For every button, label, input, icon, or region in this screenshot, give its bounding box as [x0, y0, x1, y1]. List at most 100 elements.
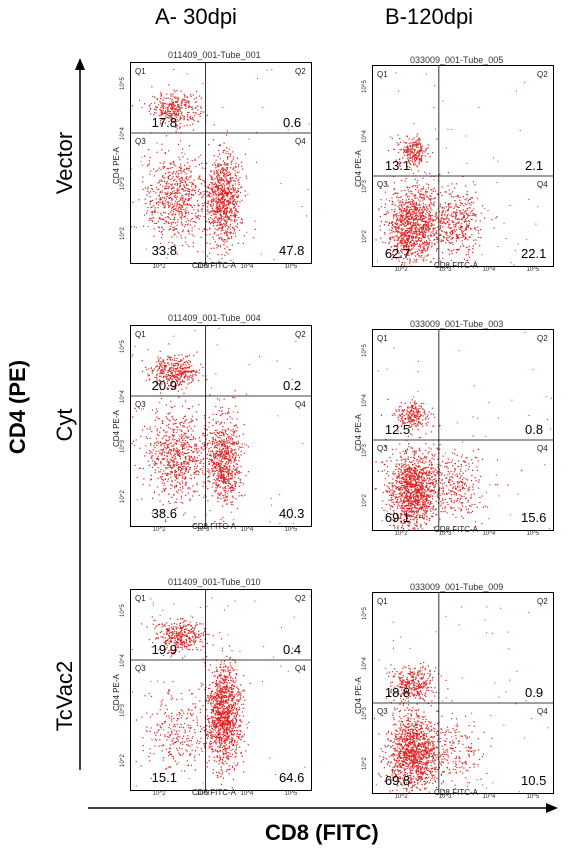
event-dot	[230, 167, 232, 169]
event-dot	[202, 458, 204, 460]
event-dot	[154, 447, 156, 449]
event-dot	[223, 169, 225, 172]
event-dot	[461, 213, 463, 215]
event-dot	[393, 211, 395, 213]
event-dot	[439, 260, 441, 262]
event-dot	[428, 244, 430, 246]
event-dot	[175, 108, 177, 110]
event-dot	[396, 248, 398, 250]
event-dot	[455, 213, 457, 215]
event-dot	[210, 189, 213, 191]
event-dot	[213, 458, 215, 460]
event-dot	[181, 359, 183, 361]
event-dot	[191, 370, 193, 372]
event-dot	[150, 478, 152, 480]
event-dot	[229, 231, 232, 233]
event-dot	[401, 261, 403, 264]
event-dot	[196, 90, 198, 92]
event-dot	[475, 229, 477, 231]
event-dot	[169, 464, 171, 466]
event-dot	[425, 240, 427, 242]
event-dot	[405, 249, 408, 251]
event-dot	[238, 183, 240, 186]
event-dot	[234, 215, 237, 217]
event-dot	[161, 192, 163, 194]
event-dot	[167, 357, 169, 359]
event-dot	[423, 242, 425, 244]
event-dot	[180, 458, 182, 460]
event-dot	[416, 243, 418, 245]
event-dot	[225, 234, 228, 236]
event-dot	[193, 194, 195, 196]
event-dot	[227, 192, 229, 194]
event-dot	[442, 210, 444, 212]
event-dot	[147, 375, 150, 377]
event-dot	[162, 359, 164, 361]
event-dot	[402, 212, 404, 215]
event-dot	[423, 230, 425, 232]
event-dot	[472, 245, 474, 247]
event-dot	[156, 376, 158, 378]
event-dot	[187, 111, 189, 113]
event-dot	[415, 153, 417, 155]
event-dot	[232, 207, 235, 209]
event-dot	[394, 245, 396, 247]
event-dot	[169, 452, 171, 454]
event-dot	[449, 228, 451, 230]
event-dot	[218, 474, 220, 476]
event-dot	[202, 466, 205, 468]
event-dot	[447, 208, 449, 211]
event-dot	[165, 107, 167, 109]
event-dot	[402, 240, 404, 242]
event-dot	[184, 366, 186, 369]
event-dot	[224, 431, 226, 433]
event-dot	[206, 242, 208, 244]
event-dot	[177, 453, 179, 455]
event-dot	[164, 122, 166, 124]
event-dot	[416, 236, 418, 238]
event-dot	[198, 404, 200, 406]
event-dot	[412, 252, 414, 254]
event-dot	[179, 372, 181, 374]
event-dot	[171, 467, 173, 469]
event-dot	[412, 217, 414, 219]
event-dot	[161, 202, 164, 205]
event-dot	[161, 422, 163, 424]
event-dot	[188, 458, 190, 460]
event-dot	[404, 208, 406, 210]
event-dot	[151, 188, 153, 190]
event-dot	[421, 208, 423, 210]
event-dot	[217, 421, 219, 423]
event-dot	[418, 158, 420, 160]
event-dot	[236, 171, 238, 173]
event-dot	[230, 153, 232, 155]
event-dot	[171, 166, 173, 169]
event-dot	[437, 193, 439, 196]
event-dot	[421, 211, 423, 213]
event-dot	[399, 209, 401, 211]
event-dot	[397, 162, 399, 164]
event-dot	[477, 230, 479, 232]
event-dot	[220, 224, 222, 226]
event-dot	[212, 469, 214, 471]
event-dot	[398, 226, 400, 228]
event-dot	[415, 261, 417, 263]
event-dot	[230, 172, 232, 175]
event-dot	[400, 179, 403, 181]
event-dot	[203, 428, 206, 430]
event-dot	[159, 216, 161, 219]
event-dot	[194, 112, 196, 114]
event-dot	[395, 235, 397, 237]
event-dot	[389, 237, 391, 240]
event-dot	[180, 464, 182, 466]
event-dot	[404, 245, 406, 247]
row-label-cyt: Cyt	[52, 408, 77, 442]
event-dot	[170, 488, 172, 490]
event-dot	[231, 237, 233, 239]
event-dot	[221, 472, 223, 474]
event-dot	[180, 167, 182, 169]
event-dot	[159, 184, 161, 186]
event-dot	[405, 201, 407, 203]
event-dot	[163, 198, 165, 200]
event-dot	[171, 375, 173, 378]
